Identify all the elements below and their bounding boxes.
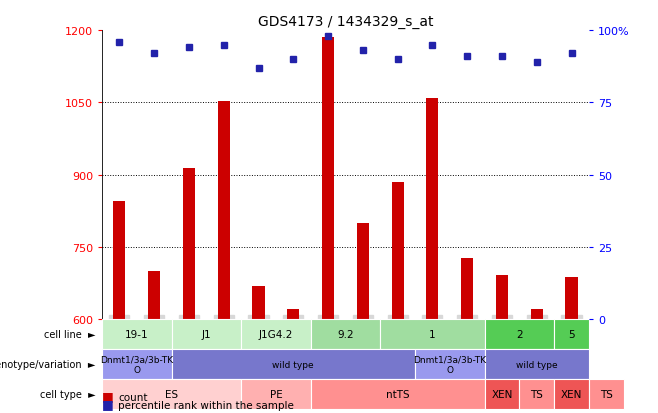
Text: 19-1: 19-1 (125, 330, 149, 339)
Text: 2: 2 (516, 330, 522, 339)
Text: percentile rank within the sample: percentile rank within the sample (118, 400, 294, 410)
Bar (554, 320, 589, 349)
Bar (484, 379, 519, 409)
Text: wild type: wild type (272, 360, 314, 369)
Bar (253, 286, 265, 320)
Bar (565, 277, 578, 320)
Text: count: count (118, 392, 148, 402)
Bar (311, 320, 380, 349)
Bar (496, 275, 508, 320)
Bar (484, 320, 554, 349)
Bar (322, 38, 334, 320)
Bar (102, 349, 172, 379)
Bar (519, 379, 554, 409)
Text: TS: TS (600, 389, 613, 399)
Text: XEN: XEN (492, 389, 513, 399)
Bar (392, 183, 404, 320)
Bar (589, 379, 624, 409)
Text: PE: PE (270, 389, 282, 399)
Text: ■: ■ (102, 397, 114, 410)
Bar (357, 223, 369, 320)
Text: wild type: wild type (516, 360, 557, 369)
Text: cell line  ►: cell line ► (44, 330, 95, 339)
Bar (287, 309, 299, 320)
Bar (102, 379, 241, 409)
Bar (415, 349, 484, 379)
Text: ntTS: ntTS (386, 389, 409, 399)
Bar (461, 258, 473, 320)
Text: Dnmt1/3a/3b-TK
O: Dnmt1/3a/3b-TK O (413, 355, 486, 374)
Text: ■: ■ (102, 389, 114, 402)
Bar (311, 379, 484, 409)
Title: GDS4173 / 1434329_s_at: GDS4173 / 1434329_s_at (258, 14, 433, 28)
Bar (426, 98, 438, 320)
Bar (113, 202, 126, 320)
Bar (380, 320, 484, 349)
Bar (218, 102, 230, 320)
Bar (172, 320, 241, 349)
Text: XEN: XEN (561, 389, 582, 399)
Text: cell type  ►: cell type ► (39, 389, 95, 399)
Bar (148, 272, 161, 320)
Bar (183, 168, 195, 320)
Text: J1: J1 (201, 330, 211, 339)
Bar (241, 379, 311, 409)
Bar (102, 320, 172, 349)
Text: genotype/variation  ►: genotype/variation ► (0, 359, 95, 369)
Bar (172, 349, 415, 379)
Bar (554, 379, 589, 409)
Text: TS: TS (530, 389, 543, 399)
Text: J1G4.2: J1G4.2 (259, 330, 293, 339)
Text: 5: 5 (569, 330, 575, 339)
Bar (484, 349, 589, 379)
Text: Dnmt1/3a/3b-TK
O: Dnmt1/3a/3b-TK O (100, 355, 173, 374)
Text: 9.2: 9.2 (337, 330, 354, 339)
Bar (530, 309, 543, 320)
Text: 1: 1 (429, 330, 436, 339)
Bar (241, 320, 311, 349)
Text: ES: ES (165, 389, 178, 399)
